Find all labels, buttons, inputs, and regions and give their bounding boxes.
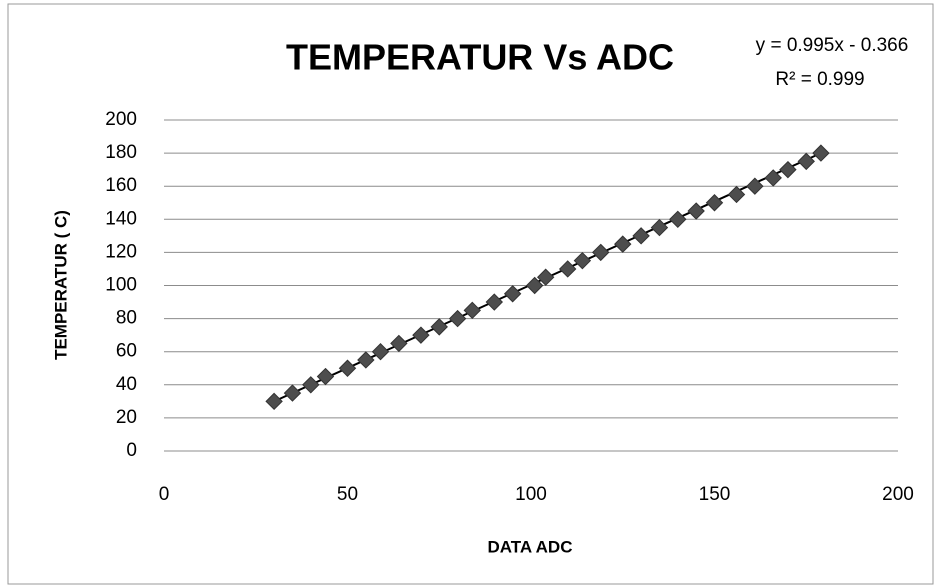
- data-point: [592, 243, 610, 262]
- data-point: [430, 318, 448, 336]
- data-point: [371, 342, 390, 361]
- data-point: [573, 251, 592, 270]
- data-point: [558, 260, 577, 278]
- data-point: [812, 144, 830, 162]
- data-point: [503, 285, 522, 303]
- y-tick-label: 80: [116, 308, 137, 329]
- data-point: [302, 376, 320, 394]
- data-point: [338, 359, 357, 377]
- data-point: [536, 268, 555, 286]
- data-point: [764, 169, 782, 187]
- data-point: [283, 384, 302, 402]
- y-tick-label: 180: [105, 142, 137, 163]
- data-point: [632, 227, 650, 245]
- data-point: [669, 210, 687, 229]
- data-point: [316, 367, 335, 386]
- chart-border: [7, 3, 934, 585]
- data-point: [448, 309, 467, 328]
- y-tick-label: 140: [105, 208, 137, 229]
- y-tick-label: 40: [116, 374, 137, 395]
- y-tick-label: 200: [105, 109, 137, 130]
- data-point: [614, 235, 632, 253]
- data-point: [650, 218, 669, 237]
- x-axis-label: DATA ADC: [488, 537, 573, 556]
- y-tick-label: 20: [116, 407, 137, 428]
- data-point: [687, 202, 705, 220]
- data-point: [727, 185, 746, 204]
- data-point: [265, 392, 283, 411]
- trendline-r-squared: R² = 0.999: [775, 69, 864, 90]
- x-tick-label: 150: [699, 484, 731, 505]
- data-point: [390, 334, 408, 353]
- x-tick-label: 0: [159, 484, 170, 505]
- data-point: [797, 152, 815, 171]
- data-point: [525, 276, 544, 295]
- data-point: [463, 301, 481, 320]
- y-tick-label: 60: [116, 341, 137, 362]
- trendline-equation: y = 0.995x - 0.366: [756, 35, 909, 56]
- x-tick-label: 200: [882, 484, 914, 505]
- y-tick-label: 100: [105, 275, 137, 296]
- y-tick-label: 0: [126, 440, 137, 461]
- data-point: [357, 351, 375, 369]
- data-point: [779, 160, 797, 179]
- x-tick-label: 100: [515, 484, 547, 505]
- y-tick-label: 160: [105, 175, 137, 196]
- y-axis-label: TEMPERATUR ( C): [51, 210, 70, 360]
- data-point: [485, 293, 504, 311]
- data-point: [746, 177, 764, 195]
- x-tick-label: 50: [337, 484, 358, 505]
- chart-title: TEMPERATUR Vs ADC: [286, 37, 674, 78]
- data-point: [705, 194, 724, 212]
- data-point: [412, 326, 430, 344]
- y-tick-label: 120: [105, 241, 137, 262]
